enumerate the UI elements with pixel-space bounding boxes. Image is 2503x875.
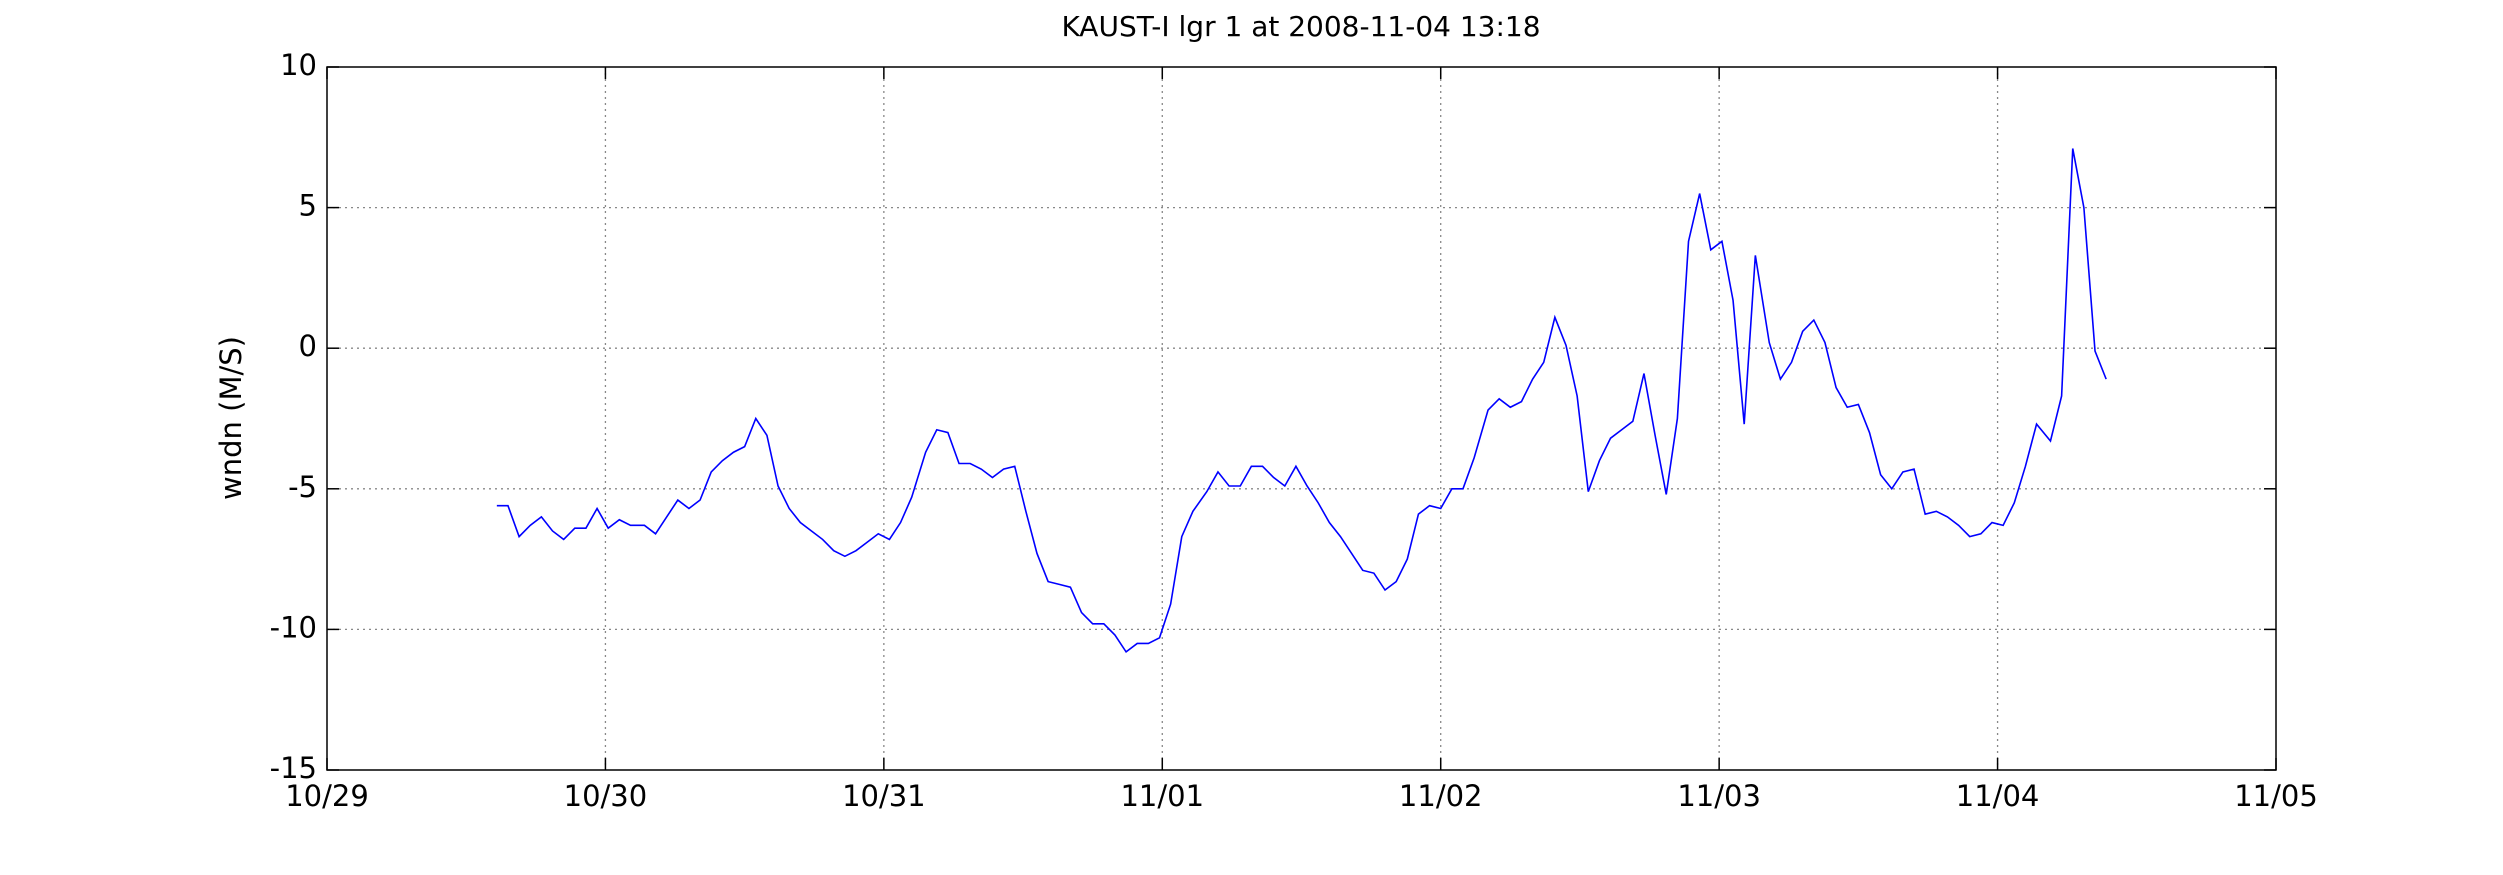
y-tick-label: 5 xyxy=(299,189,317,223)
x-tick-label: 10/31 xyxy=(842,779,926,813)
x-tick-label: 11/02 xyxy=(1399,779,1483,813)
x-tick-label: 11/04 xyxy=(1956,779,2040,813)
x-tick-label: 10/30 xyxy=(564,779,648,813)
x-tick-label: 11/03 xyxy=(1677,779,1761,813)
y-tick-label: 10 xyxy=(280,48,317,82)
chart-title: KAUST-I lgr 1 at 2008-11-04 13:18 xyxy=(1061,10,1540,43)
x-tick-label: 10/29 xyxy=(285,779,369,813)
y-tick-label: 0 xyxy=(299,329,317,363)
data-line xyxy=(496,148,2107,654)
y-tick-label: -10 xyxy=(270,610,317,644)
y-tick-label: -5 xyxy=(288,470,317,504)
y-tick-label: -15 xyxy=(270,751,317,785)
plot-frame xyxy=(326,66,2277,771)
y-axis-label: wndn (M/S) xyxy=(214,336,248,500)
x-tick-label: 11/01 xyxy=(1120,779,1204,813)
x-tick-label: 11/05 xyxy=(2234,779,2318,813)
